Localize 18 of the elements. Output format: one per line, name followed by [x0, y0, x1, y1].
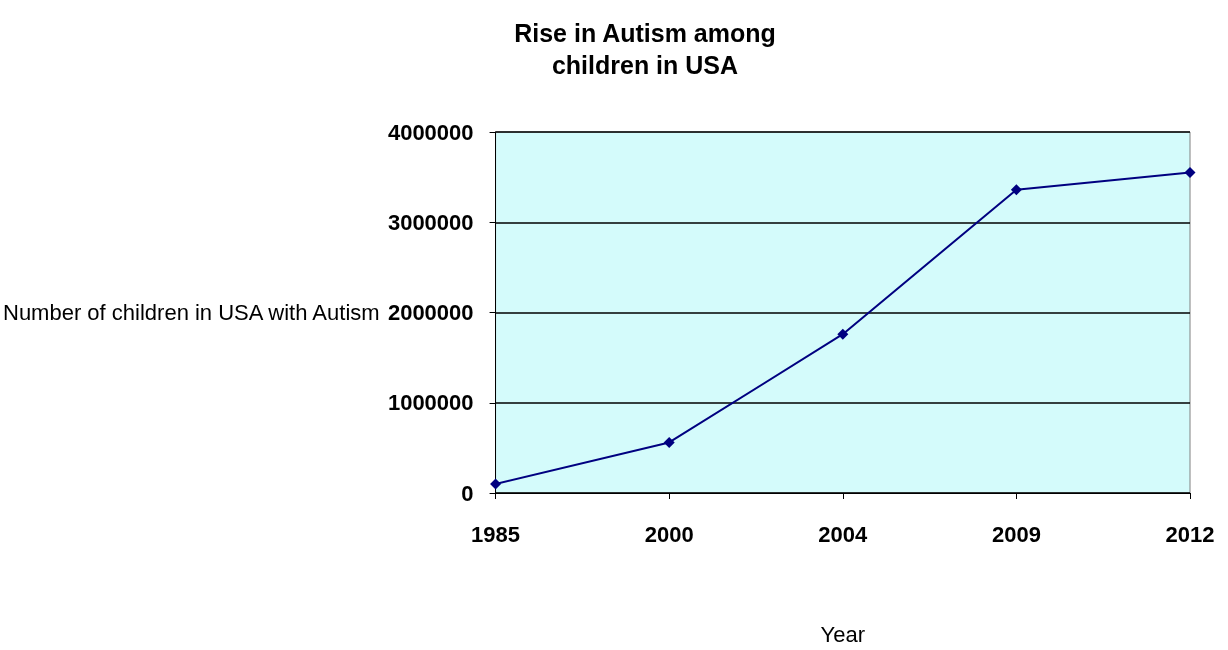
x-tick-label: 2004: [818, 521, 869, 547]
y-tick-label: 3000000: [387, 209, 474, 235]
point: [490, 478, 502, 490]
y-tick-label: 2000000: [387, 300, 474, 325]
x-tick-label: 1985: [471, 521, 521, 547]
chart-title: Rise in Autism among children in USA: [514, 19, 776, 79]
y-axis-title: Number of children in USA with Autism: [3, 300, 380, 325]
point: [837, 328, 849, 340]
x-tick-label: 2000: [644, 521, 694, 547]
y-tick-label: 1000000: [387, 390, 474, 416]
point: [1010, 184, 1022, 196]
x-tick-label: 2009: [991, 521, 1041, 547]
y-tick-label: 0: [461, 480, 474, 506]
x-tick-label: 2012: [1165, 521, 1215, 547]
y-tick-label: 4000000: [387, 119, 474, 145]
point: [1184, 167, 1196, 179]
point: [663, 436, 675, 448]
x-axis-title: Year: [820, 621, 866, 647]
